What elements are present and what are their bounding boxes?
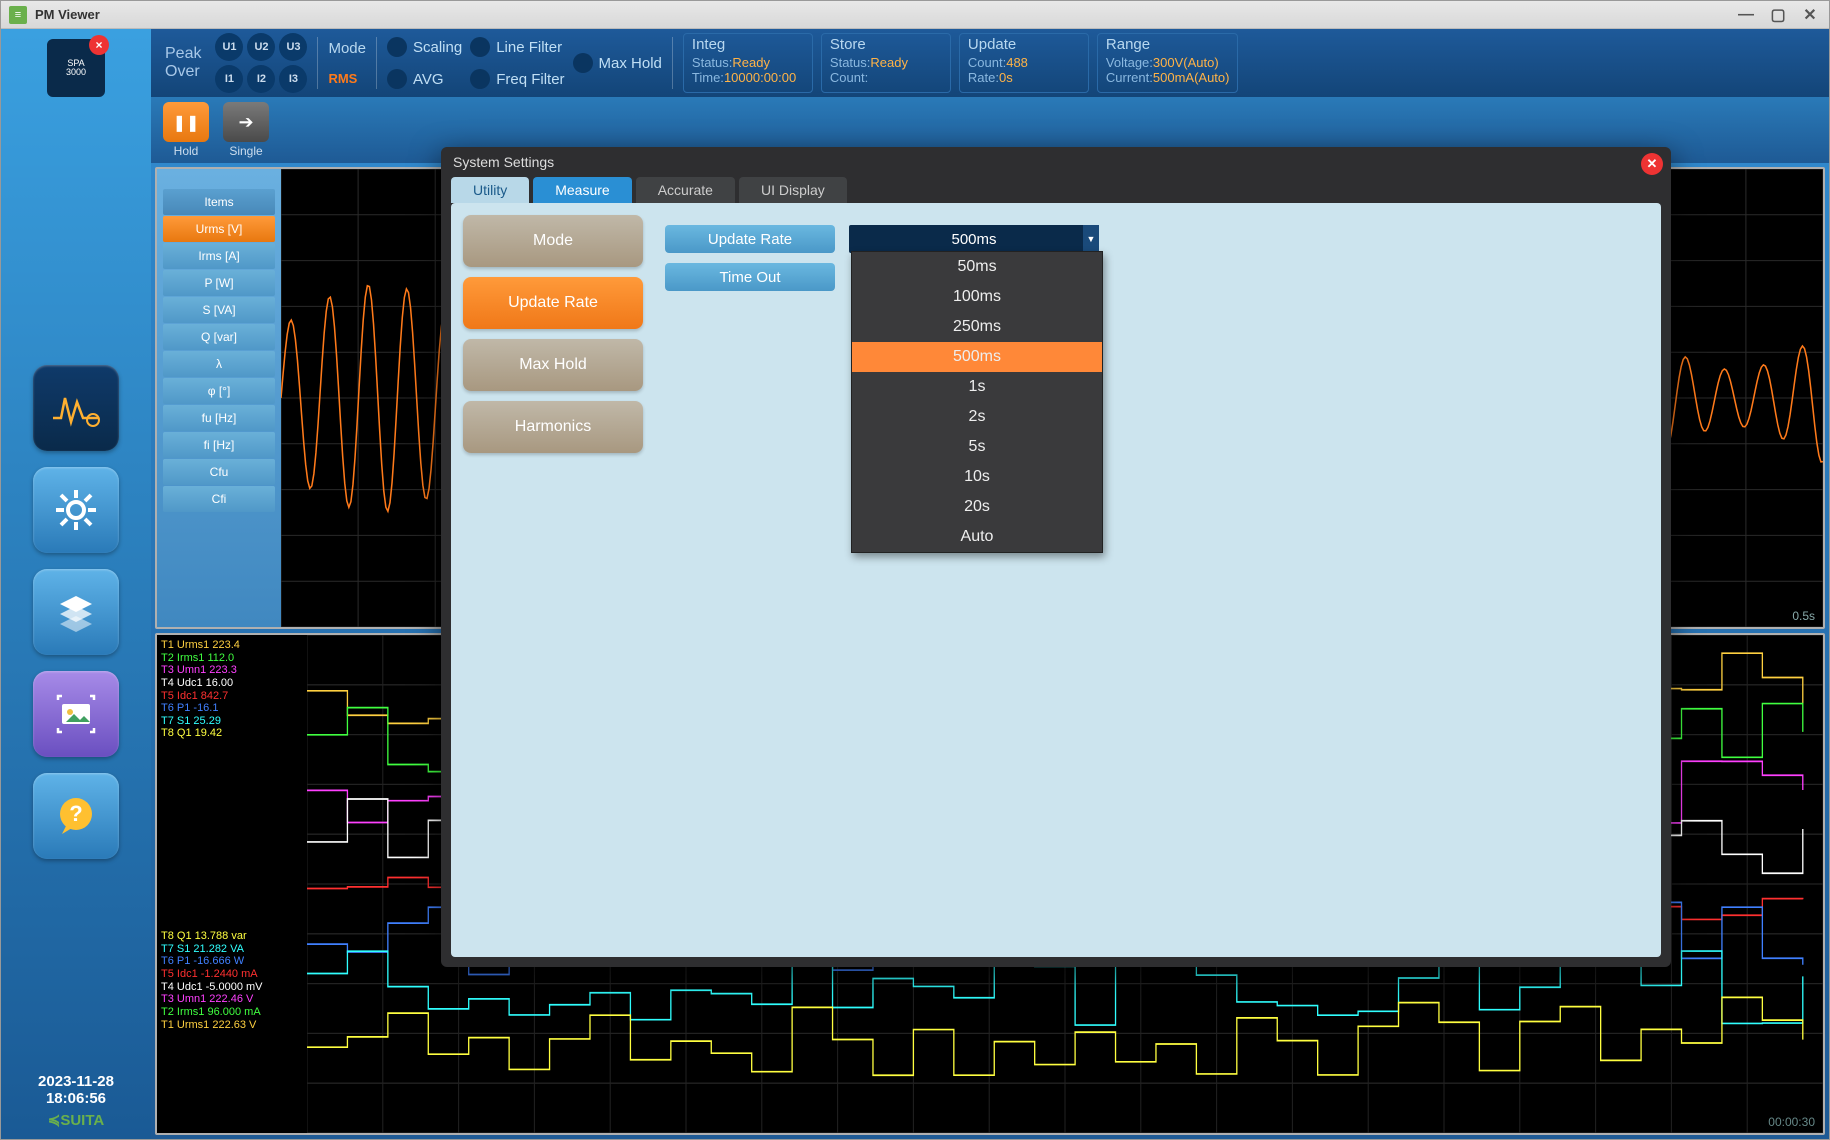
dropdown-option-10s[interactable]: 10s — [852, 462, 1102, 492]
settings-nav-button[interactable] — [33, 467, 119, 553]
tab-accurate[interactable]: Accurate — [636, 177, 735, 203]
settings-content: Update Rate 500ms ▼ Time Out 50ms100ms25… — [655, 215, 1649, 945]
timeout-row: Time Out — [665, 263, 1639, 291]
modal-title: System Settings — [441, 147, 1671, 177]
close-button[interactable]: ✕ — [1799, 6, 1821, 24]
settings-nav-harmonics[interactable]: Harmonics — [463, 401, 643, 453]
dropdown-caret-icon: ▼ — [1083, 225, 1099, 253]
dropdown-option-5s[interactable]: 5s — [852, 432, 1102, 462]
update-rate-label: Update Rate — [665, 225, 835, 253]
dropdown-option-auto[interactable]: Auto — [852, 522, 1102, 552]
status-datetime: 2023-11-28 18:06:56 ≼SUITA — [38, 1073, 114, 1129]
window-title: PM Viewer — [35, 7, 100, 22]
settings-nav-update-rate[interactable]: Update Rate — [463, 277, 643, 329]
tab-ui-display[interactable]: UI Display — [739, 177, 847, 203]
layers-nav-button[interactable] — [33, 569, 119, 655]
dropdown-option-250ms[interactable]: 250ms — [852, 312, 1102, 342]
brand-label: ≼SUITA — [38, 1111, 114, 1129]
update-rate-dropdown: 50ms100ms250ms500ms1s2s5s10s20sAuto — [851, 251, 1103, 553]
modal-close-button[interactable]: ✕ — [1641, 153, 1663, 175]
dropdown-option-20s[interactable]: 20s — [852, 492, 1102, 522]
settings-nav-max-hold[interactable]: Max Hold — [463, 339, 643, 391]
update-rate-select[interactable]: 500ms ▼ — [849, 225, 1099, 253]
help-nav-button[interactable]: ? — [33, 773, 119, 859]
dropdown-option-50ms[interactable]: 50ms — [852, 252, 1102, 282]
screenshot-nav-button[interactable] — [33, 671, 119, 757]
dropdown-option-1s[interactable]: 1s — [852, 372, 1102, 402]
app-icon: ≡ — [9, 6, 27, 24]
status-date: 2023-11-28 — [38, 1073, 114, 1090]
titlebar: ≡ PM Viewer — ▢ ✕ — [1, 1, 1829, 29]
timeout-label: Time Out — [665, 263, 835, 291]
dropdown-option-2s[interactable]: 2s — [852, 402, 1102, 432]
modal-overlay: System Settings ✕ UtilityMeasureAccurate… — [151, 29, 1829, 1139]
update-rate-row: Update Rate 500ms ▼ — [665, 225, 1639, 253]
modal-tabs: UtilityMeasureAccurateUI Display — [441, 177, 1671, 203]
device-logo[interactable]: SPA3000 × — [47, 39, 105, 97]
tab-utility[interactable]: Utility — [451, 177, 529, 203]
settings-nav: Mode Update Rate Max Hold Harmonics — [463, 215, 643, 945]
device-disconnect-icon[interactable]: × — [89, 35, 109, 55]
waveform-nav-button[interactable] — [33, 365, 119, 451]
system-settings-modal: System Settings ✕ UtilityMeasureAccurate… — [441, 147, 1671, 967]
dropdown-option-100ms[interactable]: 100ms — [852, 282, 1102, 312]
left-rail: SPA3000 × ? 2023-11-28 18:06:56 ≼ — [1, 29, 151, 1139]
status-time: 18:06:56 — [38, 1090, 114, 1107]
svg-text:?: ? — [69, 801, 82, 826]
minimize-button[interactable]: — — [1735, 6, 1757, 24]
maximize-button[interactable]: ▢ — [1767, 6, 1789, 24]
dropdown-option-500ms[interactable]: 500ms — [852, 342, 1102, 372]
tab-measure[interactable]: Measure — [533, 177, 631, 203]
settings-nav-mode[interactable]: Mode — [463, 215, 643, 267]
